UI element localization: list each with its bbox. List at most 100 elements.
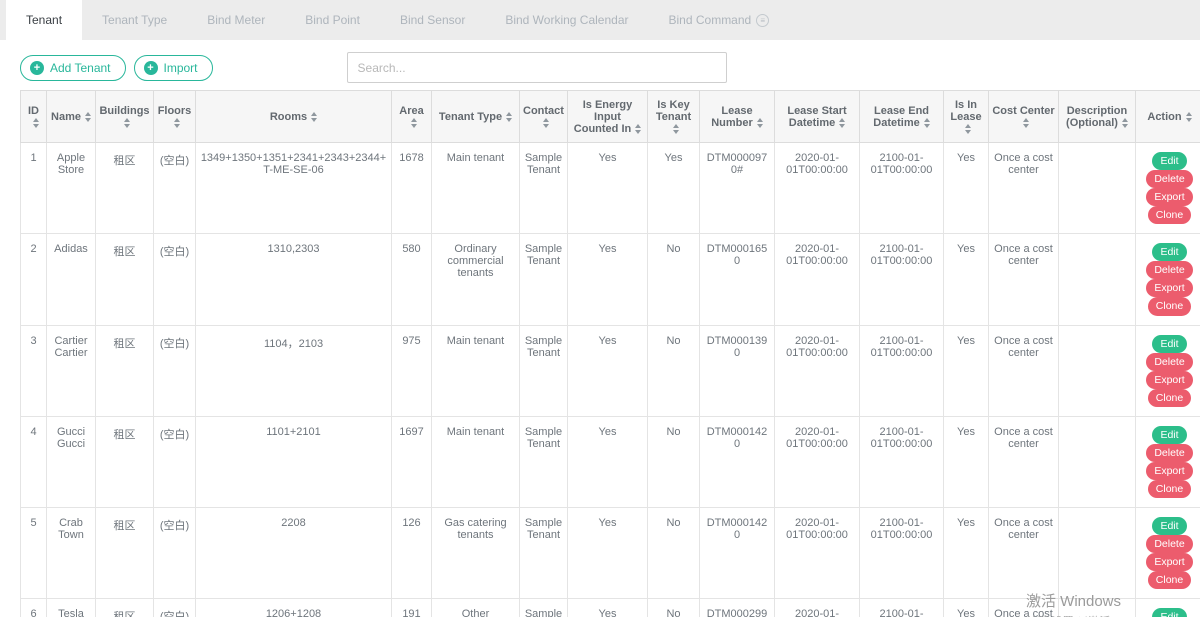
cell-name: Crab Town <box>46 506 96 600</box>
cell-name: Gucci Gucci <box>46 415 96 509</box>
cell-rooms: 1104，2103 <box>195 324 392 417</box>
edit-button[interactable]: Edit <box>1152 243 1187 262</box>
cell-floors: (空白) <box>153 598 196 617</box>
table-row: 1 Apple Store 租区 (空白) 1349+1350+1351+2341+23… <box>20 141 1200 235</box>
sort-icon <box>410 117 417 128</box>
edit-button[interactable]: Edit <box>1152 152 1187 171</box>
cell-lease_number: DTM0001420 <box>699 506 775 600</box>
cell-tenant_type: Main tenant <box>431 141 520 235</box>
cell-rooms: 1206+1208 <box>195 598 392 617</box>
tenant-table: ID Name Buildings Floors Rooms Area Tenant Typ… <box>20 90 1200 617</box>
export-button[interactable]: Export <box>1146 370 1193 389</box>
cell-cost_center: Once a cost center <box>988 415 1059 509</box>
add-tenant-button[interactable]: + Add Tenant <box>20 54 126 81</box>
cell-lease_start: 2020-01-01T00:00:00 <box>774 233 860 326</box>
import-button[interactable]: + Import <box>133 54 213 81</box>
sort-icon <box>965 123 971 134</box>
edit-button[interactable]: Edit <box>1152 425 1187 444</box>
column-header-lease_number[interactable]: Lease Number <box>699 90 775 143</box>
cell-contact: Sample Tenant <box>519 233 568 326</box>
tab-bind-meter[interactable]: Bind Meter <box>187 0 285 40</box>
export-button[interactable]: Export <box>1146 461 1193 480</box>
column-label: Lease Start Datetime <box>787 104 847 129</box>
tab-tenant-type[interactable]: Tenant Type <box>82 0 187 40</box>
cell-lease_end: 2100-01-01T00:00:00 <box>859 506 944 600</box>
search-input[interactable] <box>346 52 727 83</box>
cell-is_in_lease: Yes <box>943 141 989 235</box>
clone-button[interactable]: Clone <box>1147 388 1192 407</box>
tab-bind-command[interactable]: Bind Command ≡ <box>649 0 790 40</box>
delete-button[interactable]: Delete <box>1146 443 1193 462</box>
cell-lease_number: DTM0001420 <box>699 415 775 509</box>
cell-tenant_type: Main tenant <box>431 324 520 417</box>
export-button[interactable]: Export <box>1146 279 1193 298</box>
cell-is_energy: Yes <box>567 233 648 326</box>
column-label: Description (Optional) <box>1066 104 1128 129</box>
sort-icon <box>32 117 39 128</box>
cell-cost_center: Once a cost center <box>988 324 1059 417</box>
tab-label: Tenant <box>26 13 63 27</box>
clone-button[interactable]: Clone <box>1147 571 1192 590</box>
cell-lease_number: DTM0001390 <box>699 324 775 417</box>
cell-lease_start: 2020-01-01T00:00:00 <box>774 141 860 235</box>
column-header-name[interactable]: Name <box>46 90 96 143</box>
cell-tenant_type: Gas catering tenants <box>431 506 520 600</box>
column-label: Rooms <box>269 110 308 123</box>
clone-button[interactable]: Clone <box>1147 206 1192 225</box>
cell-contact: Sample Tenant <box>519 141 568 235</box>
sort-icon <box>756 117 763 128</box>
export-button[interactable]: Export <box>1146 188 1193 207</box>
tab-tenant[interactable]: Tenant <box>6 0 83 40</box>
delete-button[interactable]: Delete <box>1146 170 1193 189</box>
cell-description <box>1058 598 1136 617</box>
cell-id: 6 <box>20 598 47 617</box>
column-header-is_key[interactable]: Is Key Tenant <box>647 90 700 143</box>
clone-button[interactable]: Clone <box>1147 479 1192 498</box>
cell-is_in_lease: Yes <box>943 233 989 326</box>
column-header-tenant_type[interactable]: Tenant Type <box>431 90 520 143</box>
cell-description <box>1058 506 1136 600</box>
delete-button[interactable]: Delete <box>1146 352 1193 371</box>
column-header-buildings[interactable]: Buildings <box>95 90 154 143</box>
sort-icon <box>923 117 930 128</box>
cell-name: Tesla <box>46 598 96 617</box>
cell-cost_center: Once a cost center <box>988 233 1059 326</box>
column-header-id[interactable]: ID <box>20 90 47 143</box>
cell-buildings: 租区 <box>95 233 154 326</box>
column-header-description[interactable]: Description (Optional) <box>1058 90 1136 143</box>
column-header-cost_center[interactable]: Cost Center <box>988 90 1059 143</box>
sort-icon <box>506 111 513 122</box>
column-header-area[interactable]: Area <box>391 90 432 143</box>
column-header-is_in_lease[interactable]: Is In Lease <box>943 90 989 143</box>
column-header-lease_end[interactable]: Lease End Datetime <box>859 90 944 143</box>
column-header-lease_start[interactable]: Lease Start Datetime <box>774 90 860 143</box>
tab-bind-sensor[interactable]: Bind Sensor <box>380 0 485 40</box>
tab-bind-working-calendar[interactable]: Bind Working Calendar <box>485 0 648 40</box>
column-header-is_energy[interactable]: Is Energy Input Counted In <box>567 90 648 143</box>
edit-button[interactable]: Edit <box>1152 334 1187 353</box>
column-header-floors[interactable]: Floors <box>153 90 196 143</box>
delete-button[interactable]: Delete <box>1146 535 1193 554</box>
edit-button[interactable]: Edit <box>1152 517 1187 536</box>
sort-icon <box>123 117 130 128</box>
column-header-action[interactable]: Action <box>1135 90 1200 143</box>
tab-label: Bind Point <box>305 13 360 27</box>
sort-icon <box>672 123 679 134</box>
export-button[interactable]: Export <box>1146 553 1193 572</box>
tab-label: Bind Command <box>668 13 752 27</box>
cell-floors: (空白) <box>153 415 196 509</box>
column-header-contact[interactable]: Contact <box>519 90 568 143</box>
cell-floors: (空白) <box>153 324 196 417</box>
cell-is_energy: Yes <box>567 598 648 617</box>
tab-label: Bind Meter <box>207 13 266 27</box>
cell-cost_center: Once a cost center <box>988 598 1059 617</box>
tab-bind-point[interactable]: Bind Point <box>285 0 380 40</box>
cell-rooms: 1310,2303 <box>195 233 392 326</box>
cell-is_in_lease: Yes <box>943 506 989 600</box>
clone-button[interactable]: Clone <box>1147 297 1192 316</box>
column-header-rooms[interactable]: Rooms <box>195 90 392 143</box>
delete-button[interactable]: Delete <box>1146 261 1193 280</box>
edit-button[interactable]: Edit <box>1152 608 1187 617</box>
cell-id: 3 <box>20 324 47 417</box>
